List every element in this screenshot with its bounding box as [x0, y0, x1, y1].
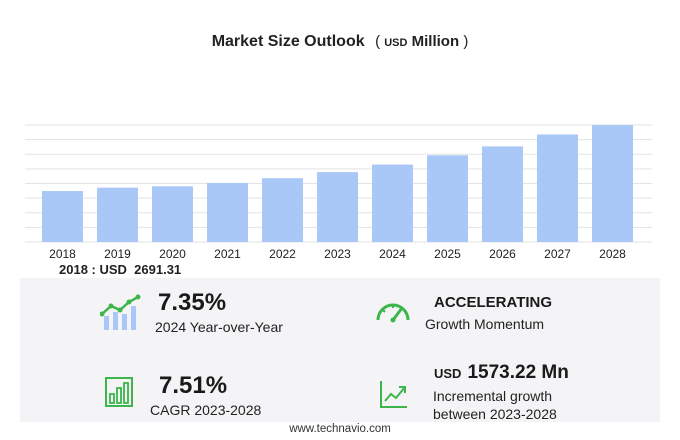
- yoy-label: 2024 Year-over-Year: [155, 319, 283, 335]
- incremental-value-group: USD 1573.22 Mn: [434, 362, 569, 384]
- x-tick-label: 2023: [324, 247, 351, 261]
- title-paren-close: ): [463, 33, 469, 50]
- x-tick-label: 2025: [434, 247, 461, 261]
- momentum-value: ACCELERATING: [434, 294, 553, 311]
- bar-2027: [537, 134, 578, 242]
- incremental-label-line2: between 2023-2028: [433, 406, 557, 422]
- x-tick-label: 2019: [104, 247, 131, 261]
- x-tick-label: 2027: [544, 247, 571, 261]
- chart-title: Market Size Outlook ( USD Million ): [0, 33, 680, 51]
- x-tick-label: 2028: [599, 247, 626, 261]
- cagr-label: CAGR 2023-2028: [150, 402, 262, 418]
- title-currency: USD: [384, 37, 408, 49]
- x-tick-label: 2026: [489, 247, 516, 261]
- bar-2022: [262, 178, 303, 242]
- bar-2026: [482, 146, 523, 242]
- bar-2019: [97, 187, 138, 242]
- incremental-value: 1573.22 Mn: [467, 362, 569, 383]
- base-year-value: 2691.31: [134, 262, 182, 277]
- momentum-label: Growth Momentum: [425, 316, 545, 332]
- bar-2018: [42, 191, 83, 242]
- x-tick-label: 2022: [269, 247, 296, 261]
- yoy-value: 7.35%: [158, 289, 227, 316]
- bar-2024: [372, 164, 413, 242]
- cagr-value: 7.51%: [159, 372, 228, 399]
- base-year-label: 2018 : USD 2691.31: [59, 262, 181, 277]
- bar-2021: [207, 182, 248, 242]
- bar-2028: [592, 125, 633, 242]
- bar-chart-icon: [105, 377, 133, 407]
- speedometer-icon: [376, 303, 410, 323]
- title-main: Market Size Outlook: [211, 33, 365, 50]
- growth-bars-icon: [100, 294, 141, 330]
- bar-chart: 2018 2019 2020 2021 2022 2023 2024 2025 2026 2027…: [25, 124, 652, 261]
- incremental-label-line1: Incremental growth: [433, 388, 553, 404]
- title-unit-group: ( USD Million ): [375, 33, 468, 50]
- title-paren-open: (: [375, 33, 381, 50]
- line-chart-icon: [380, 381, 407, 408]
- x-tick-label: 2024: [379, 247, 406, 261]
- footer-site: www.technavio.com: [289, 423, 391, 435]
- bar-2020: [152, 186, 193, 242]
- x-tick-label: 2020: [159, 247, 186, 261]
- x-tick-label: 2021: [214, 247, 241, 261]
- x-tick-label: 2018: [49, 247, 76, 261]
- base-year-text: 2018 : USD: [59, 262, 127, 277]
- title-unit: Million: [411, 33, 460, 50]
- bar-2025: [427, 155, 468, 242]
- bar-2023: [317, 172, 358, 242]
- incremental-currency: USD: [434, 366, 462, 381]
